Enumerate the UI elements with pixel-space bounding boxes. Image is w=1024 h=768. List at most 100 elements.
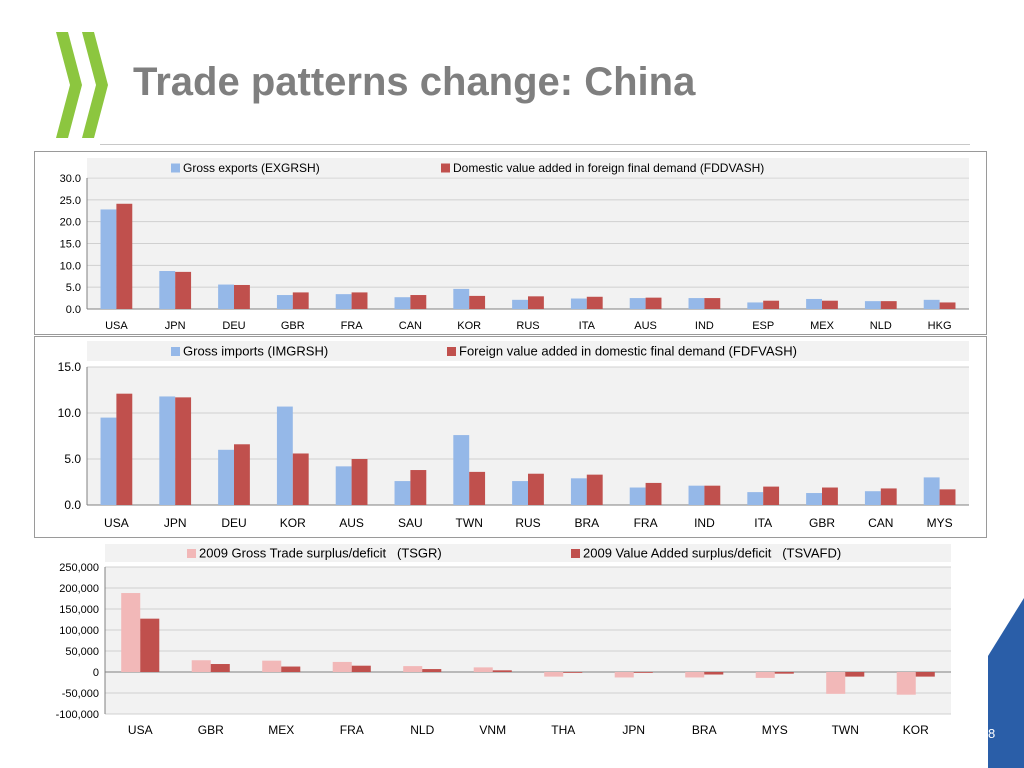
y-tick-label: 30.0 <box>60 173 81 185</box>
bar-kor-series-2 <box>469 295 486 309</box>
legend-background <box>105 544 951 562</box>
x-tick-label: ESP <box>752 320 774 332</box>
bar-bra-series-1 <box>685 672 705 678</box>
x-tick-label: DEU <box>222 320 245 332</box>
bar-ita-series-1 <box>570 298 587 309</box>
x-tick-label: IND <box>695 320 714 332</box>
bar-mys-series-2 <box>939 489 956 505</box>
y-tick-label: 0.0 <box>64 498 81 512</box>
y-tick-label: 10.0 <box>58 406 82 420</box>
bar-usa-series-2 <box>140 618 160 672</box>
x-tick-label: MEX <box>810 320 835 332</box>
bar-kor-series-2 <box>915 672 935 677</box>
title-divider <box>100 144 970 145</box>
chart-exports: 0.0 5.0 10.0 15.0 20.0 25.0 30.0 USA JPN DEU GBR FR… <box>60 158 969 332</box>
y-tick-label: 250,000 <box>59 562 99 574</box>
bar-gbr-series-1 <box>276 295 293 309</box>
bar-jpn-series-1 <box>159 396 176 505</box>
bar-fra-series-1 <box>332 661 352 672</box>
x-tick-label: GBR <box>281 320 305 332</box>
y-tick-label: 5.0 <box>66 282 81 294</box>
legend-swatch-series-1 <box>187 549 196 558</box>
x-tick-label: USA <box>128 723 153 737</box>
bar-rus-series-1 <box>512 481 528 505</box>
bar-bra-series-2 <box>586 474 603 505</box>
x-tick-label: KOR <box>903 723 929 737</box>
bar-kor-series-1 <box>896 672 916 695</box>
x-tick-label: ITA <box>579 320 596 332</box>
y-tick-label: 20.0 <box>60 217 81 229</box>
bar-usa-series-1 <box>100 209 117 309</box>
bar-mys-series-1 <box>923 477 940 505</box>
x-tick-label: MYS <box>762 723 788 737</box>
x-tick-label: MEX <box>268 723 294 737</box>
bar-usa-series-2 <box>116 393 133 505</box>
y-tick-label: 25.0 <box>60 195 81 207</box>
y-tick-label: 150,000 <box>59 604 99 616</box>
slide-title: Trade patterns change: China <box>133 60 696 104</box>
bar-aus-series-1 <box>629 298 646 309</box>
bar-bra-series-1 <box>570 478 587 505</box>
bar-twn-series-2 <box>469 471 486 505</box>
y-tick-label: 0 <box>93 667 99 679</box>
chart-exports-panel: 0.0 5.0 10.0 15.0 20.0 25.0 30.0 USA JPN DEU GBR FR… <box>34 151 987 335</box>
bar-ita-series-2 <box>586 296 603 309</box>
bar-twn-series-1 <box>826 672 846 694</box>
bar-jpn-series-2 <box>175 271 192 309</box>
y-tick-label: 100,000 <box>59 625 99 637</box>
bar-esp-series-2 <box>763 300 780 309</box>
legend-background <box>87 158 969 177</box>
legend-label-series-2: Foreign value added in domestic final de… <box>459 344 797 359</box>
bar-usa-series-1 <box>100 417 117 505</box>
legend-swatch-series-1 <box>171 163 180 173</box>
bar-mex-series-2 <box>822 300 838 309</box>
chart-trade-balance-panel: -100,000 -50,000 0 50,000 100,000 150,000 200,… <box>34 541 987 743</box>
x-tick-label: JPN <box>164 516 187 530</box>
chart-trade-balance: -100,000 -50,000 0 50,000 100,000 150,000 200,… <box>56 544 951 737</box>
x-tick-label: HKG <box>928 320 952 332</box>
y-tick-label: 5.0 <box>64 452 81 466</box>
bar-tha-series-1 <box>544 672 564 677</box>
x-tick-label: GBR <box>198 723 224 737</box>
bar-twn-series-1 <box>453 435 470 505</box>
legend-label-series-2: Domestic value added in foreign final de… <box>453 161 764 175</box>
bar-can-series-2 <box>410 295 427 309</box>
bar-aus-series-2 <box>645 297 662 309</box>
bar-mex-series-1 <box>262 660 282 672</box>
x-tick-label: ITA <box>754 516 772 530</box>
bar-vnm-series-1 <box>473 667 493 672</box>
bar-bra-series-2 <box>704 672 724 675</box>
bar-fra-series-2 <box>351 292 368 309</box>
bar-fra-series-2 <box>645 482 662 505</box>
x-tick-label: DEU <box>221 516 246 530</box>
x-tick-label: CAN <box>399 320 422 332</box>
bar-aus-series-1 <box>335 466 352 505</box>
x-tick-label: THA <box>551 723 575 737</box>
bar-twn-series-2 <box>845 672 865 677</box>
bar-gbr-series-2 <box>292 292 309 309</box>
bar-ind-series-1 <box>688 485 705 505</box>
bar-deu-series-2 <box>234 444 250 505</box>
x-tick-label: USA <box>105 320 128 332</box>
bar-gbr-series-1 <box>806 493 822 505</box>
legend-label-series-1: 2009 Gross Trade surplus/deficit (TSGR) <box>199 546 442 561</box>
bar-jpn-series-2 <box>633 672 653 673</box>
x-tick-label: AUS <box>339 516 364 530</box>
x-tick-label: JPN <box>622 723 645 737</box>
logo-right-chevron <box>82 32 108 138</box>
oecd-chevron-logo <box>56 32 108 138</box>
x-tick-label: SAU <box>398 516 423 530</box>
bar-can-series-1 <box>864 491 881 505</box>
y-tick-label: 0.0 <box>66 304 81 316</box>
bar-fra-series-1 <box>335 294 352 309</box>
chart-imports: 0.0 5.0 10.0 15.0 USA JPN DEU KOR AUS SAU TWN RUS BR… <box>58 341 969 530</box>
bar-deu-series-1 <box>218 449 234 505</box>
legend-label-series-2: 2009 Value Added surplus/deficit (TSVAFD… <box>583 546 841 561</box>
y-tick-label: 50,000 <box>65 646 99 658</box>
bar-deu-series-1 <box>218 284 234 309</box>
x-tick-label: RUS <box>516 320 539 332</box>
bar-gbr-series-2 <box>822 487 838 505</box>
plot-background <box>105 567 951 714</box>
bar-can-series-2 <box>880 488 897 505</box>
bar-ind-series-2 <box>704 298 721 309</box>
